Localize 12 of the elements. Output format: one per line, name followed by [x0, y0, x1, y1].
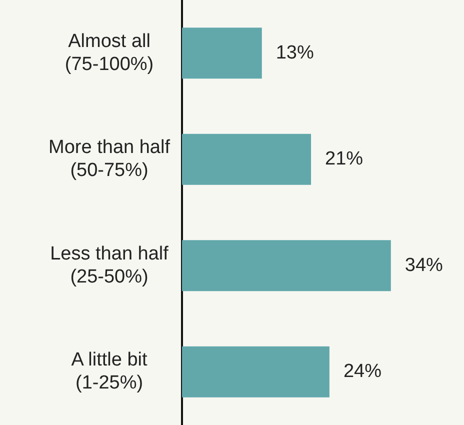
data-label: 24%	[343, 361, 382, 382]
data-label: 13%	[276, 42, 314, 64]
y-tick-label: A little bit (1-25%)	[71, 350, 148, 394]
data-label: 21%	[325, 148, 364, 170]
data-label: 34%	[404, 254, 444, 276]
y-tick-label: More than half (50-75%)	[48, 137, 171, 182]
bar	[182, 346, 330, 398]
bar	[182, 240, 391, 292]
y-tick-label: Less than half (25-50%)	[50, 243, 170, 288]
bar	[182, 28, 262, 79]
y-tick-label: Almost all (75-100%)	[64, 30, 154, 75]
bar	[182, 134, 312, 185]
